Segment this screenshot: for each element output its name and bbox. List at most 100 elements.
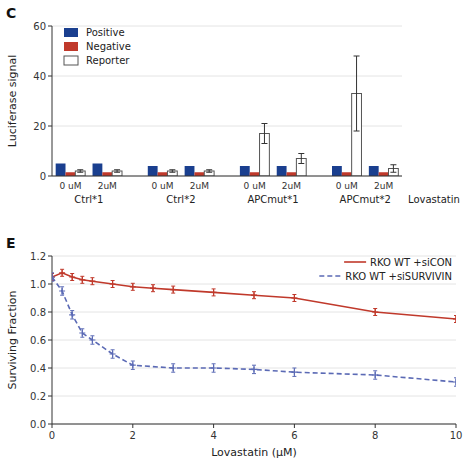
- y-axis: 0204060: [33, 21, 402, 182]
- bar: [332, 166, 342, 176]
- error-cap: [52, 272, 54, 273]
- y-axis-line: [52, 26, 53, 176]
- point: [69, 274, 75, 280]
- grid-line: [52, 340, 456, 341]
- error-cap: [111, 349, 115, 350]
- error-cap: [60, 286, 64, 287]
- x-tick-label: 0 uM: [244, 181, 266, 191]
- error-cap: [151, 291, 155, 292]
- point: [69, 312, 75, 318]
- bar: [112, 171, 122, 176]
- error-cap: [212, 295, 216, 296]
- legend-swatch: [64, 56, 78, 65]
- error-bar: [354, 56, 360, 131]
- point: [211, 365, 217, 371]
- line: [52, 277, 456, 382]
- y-tick: [48, 76, 52, 77]
- panel-title: C: [6, 5, 16, 21]
- error-cap: [252, 291, 256, 292]
- error-cap: [261, 123, 267, 124]
- error-cap: [60, 276, 64, 277]
- x-tick: [294, 424, 295, 428]
- error-bar: [131, 361, 135, 369]
- y-axis-label: Luciferase signal: [6, 55, 19, 147]
- error-stem: [301, 154, 302, 164]
- y-tick: [48, 284, 52, 285]
- grid-line: [52, 396, 456, 397]
- error-cap: [60, 295, 64, 296]
- error-bar: [77, 170, 83, 173]
- x-tick: [375, 424, 376, 428]
- y-tick-label: 1.0: [30, 279, 46, 290]
- group-label: Ctrl*1: [74, 194, 103, 205]
- error-bar: [454, 378, 456, 386]
- error-bar: [171, 286, 175, 293]
- error-cap: [80, 337, 84, 338]
- point: [59, 270, 65, 276]
- error-bar: [292, 368, 296, 376]
- bar: [148, 166, 158, 176]
- point: [372, 309, 378, 315]
- error-cap: [206, 172, 212, 173]
- legend-label: Positive: [86, 27, 125, 38]
- bar: [277, 166, 287, 176]
- error-bar: [90, 278, 94, 285]
- group-label: Ctrl*2: [166, 194, 195, 205]
- error-cap: [354, 131, 360, 132]
- point: [150, 285, 156, 291]
- bar: [102, 172, 112, 176]
- x-tick-label: 0 uM: [59, 181, 81, 191]
- error-cap: [373, 315, 377, 316]
- figure: C0204060Luciferase signal0 uM2uM0 uM2uM0…: [0, 0, 474, 474]
- error-cap: [131, 290, 135, 291]
- error-bar: [60, 269, 64, 276]
- error-bar: [171, 364, 175, 372]
- x-tick-label: 8: [372, 430, 378, 441]
- point: [372, 372, 378, 378]
- error-bar: [292, 295, 296, 302]
- error-bar: [212, 289, 216, 296]
- error-bar: [70, 311, 74, 319]
- bar: [250, 172, 260, 176]
- x-tick-label: 2uM: [98, 181, 117, 191]
- legend-label: RKO WT +siSURVIVIN: [345, 271, 452, 282]
- error-cap: [212, 363, 216, 364]
- error-cap: [77, 172, 83, 173]
- point: [110, 351, 116, 357]
- annotation: Lovastatin: [408, 194, 460, 205]
- error-cap: [373, 370, 377, 371]
- grid-line: [52, 176, 402, 177]
- bar: [75, 171, 85, 176]
- error-bar: [373, 371, 377, 379]
- y-tick: [48, 396, 52, 397]
- error-cap: [169, 169, 175, 170]
- y-tick-label: 0.6: [30, 335, 46, 346]
- point: [52, 274, 55, 280]
- error-cap: [80, 283, 84, 284]
- error-cap: [114, 172, 120, 173]
- error-cap: [131, 361, 135, 362]
- legend-label: RKO WT +siCON: [370, 257, 452, 268]
- error-cap: [206, 169, 212, 170]
- error-stem: [393, 165, 394, 173]
- x-tick: [213, 424, 214, 428]
- error-bar: [131, 283, 135, 290]
- error-bar: [90, 336, 94, 344]
- grid-line: [52, 76, 402, 77]
- error-stem: [264, 124, 265, 144]
- y-tick: [48, 340, 52, 341]
- legend: PositiveNegativeReporter: [64, 27, 131, 66]
- point: [251, 292, 257, 298]
- x-tick-label: 0 uM: [336, 181, 358, 191]
- y-tick-label: 0.0: [30, 419, 46, 430]
- error-cap: [90, 335, 94, 336]
- bar: [240, 166, 250, 176]
- y-axis-label: Surviving Fraction: [6, 290, 19, 389]
- legend: RKO WT +siCON RKO WT +siSURVIVIN: [319, 257, 452, 282]
- error-cap: [131, 369, 135, 370]
- error-bar: [111, 350, 115, 358]
- point: [110, 281, 116, 287]
- error-cap: [212, 288, 216, 289]
- y-tick-label: 0.4: [30, 363, 46, 374]
- error-bar: [252, 292, 256, 299]
